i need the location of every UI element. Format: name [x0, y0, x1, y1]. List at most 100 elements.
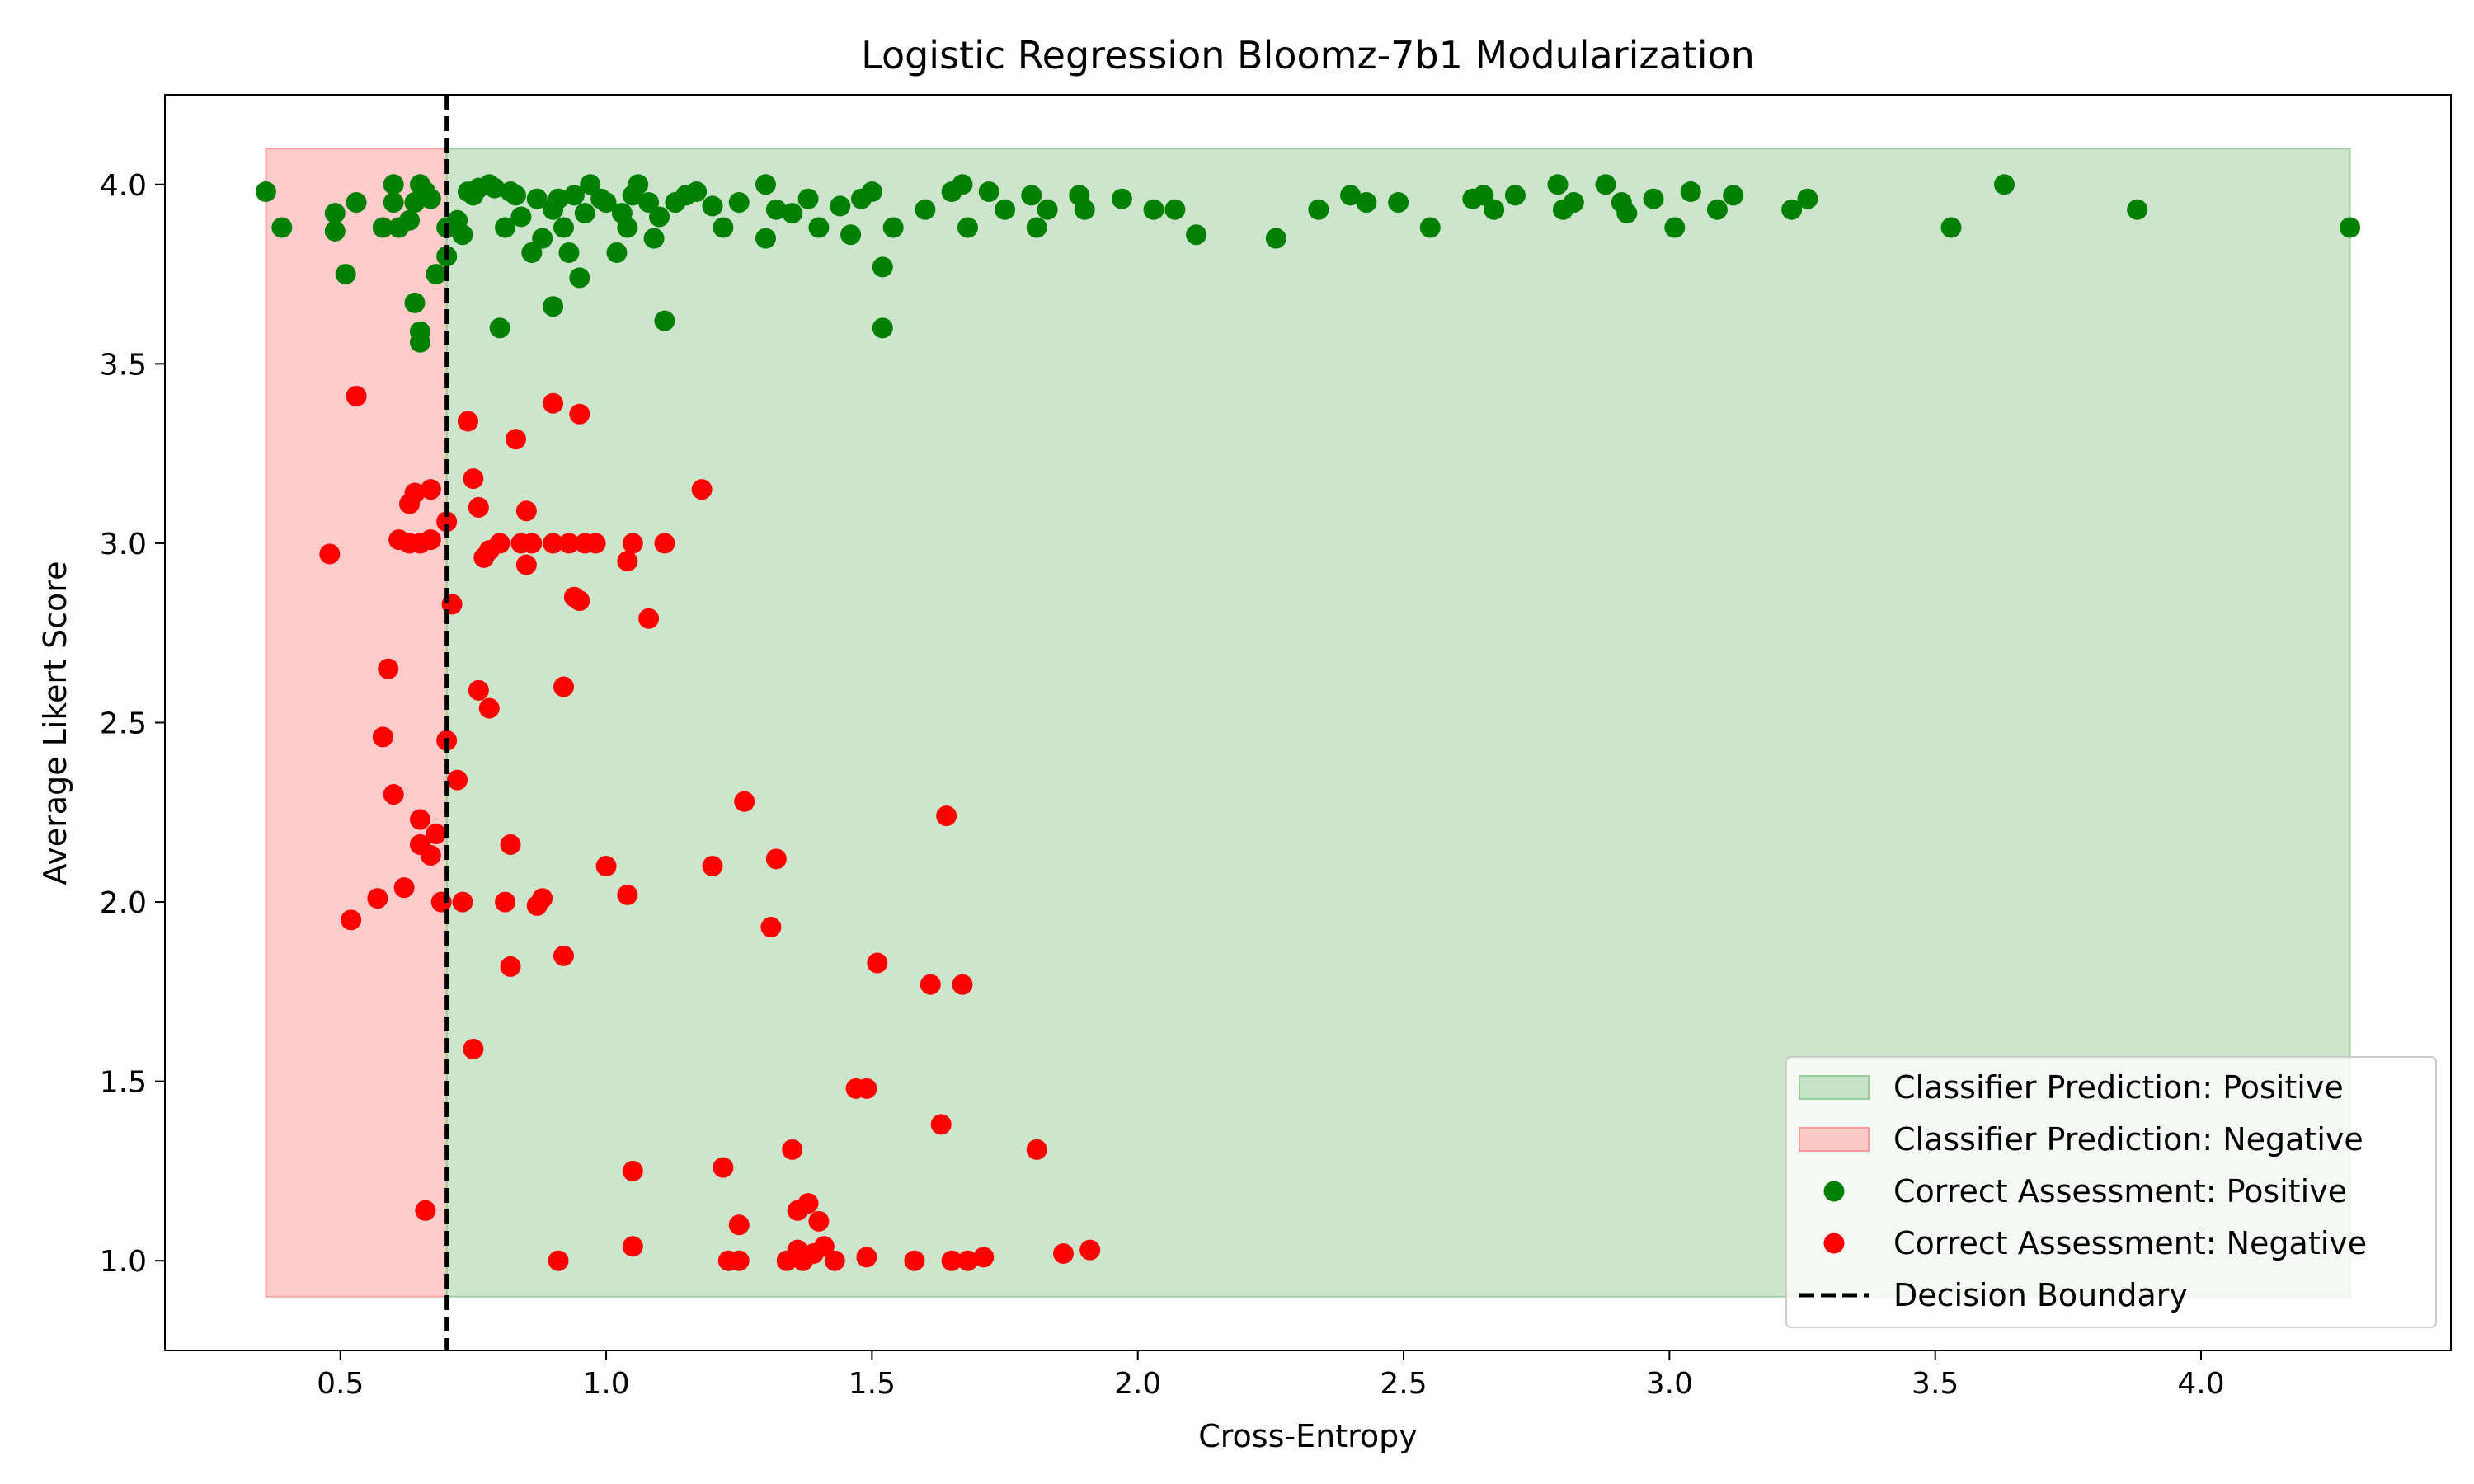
point-positive	[1643, 188, 1664, 209]
point-positive	[1723, 185, 1744, 206]
point-positive	[548, 188, 569, 209]
point-positive	[1664, 217, 1686, 238]
point-positive	[1356, 192, 1377, 214]
point-negative	[765, 848, 787, 870]
region-negative	[265, 148, 448, 1298]
point-positive	[255, 181, 276, 202]
point-negative	[691, 479, 713, 500]
point-negative	[569, 403, 590, 425]
point-negative	[515, 554, 537, 575]
point-negative	[936, 805, 957, 827]
point-positive	[1616, 203, 1638, 224]
legend-label: Classifier Prediction: Positive	[1893, 1069, 2344, 1106]
legend-marker	[1823, 1181, 1845, 1202]
point-negative	[478, 697, 500, 719]
legend-item: Correct Assessment: Negative	[1823, 1225, 2367, 1261]
point-negative	[426, 823, 447, 844]
point-negative	[622, 533, 643, 554]
point-positive	[957, 217, 978, 238]
point-positive	[1340, 185, 1362, 206]
legend: Classifier Prediction: Positive Classifie…	[1785, 1056, 2437, 1328]
point-negative	[867, 952, 888, 974]
point-positive	[526, 188, 548, 209]
point-negative	[782, 1139, 803, 1160]
point-negative	[383, 784, 404, 805]
point-positive	[324, 203, 346, 224]
legend-label: Correct Assessment: Positive	[1893, 1173, 2347, 1209]
point-negative	[813, 1236, 835, 1257]
legend-swatch	[1799, 1127, 1870, 1152]
point-negative	[341, 909, 362, 931]
point-positive	[1940, 217, 1962, 238]
point-negative	[532, 888, 553, 909]
point-positive	[1473, 185, 1494, 206]
point-negative	[856, 1078, 877, 1099]
point-positive	[1484, 199, 1505, 220]
point-negative	[415, 1200, 436, 1221]
point-positive	[1595, 174, 1616, 195]
point-positive	[1026, 217, 1047, 238]
point-positive	[404, 292, 426, 313]
point-positive	[1308, 199, 1329, 220]
point-positive	[1265, 228, 1286, 249]
point-positive	[1706, 199, 1728, 220]
point-negative	[734, 791, 755, 812]
point-negative	[404, 482, 426, 504]
point-negative	[420, 479, 441, 500]
point-positive	[628, 174, 649, 195]
x-axis-title: Cross-Entropy	[1198, 1418, 1418, 1454]
point-positive	[1797, 188, 1818, 209]
point-negative	[436, 511, 458, 533]
point-negative	[702, 856, 723, 877]
y-tick-label: 3.0	[100, 528, 147, 561]
point-positive	[510, 206, 532, 228]
legend-swatch	[1799, 1075, 1870, 1100]
point-positive	[324, 220, 346, 242]
point-positive	[574, 203, 595, 224]
point-negative	[1026, 1139, 1047, 1160]
point-negative	[452, 891, 473, 913]
point-positive	[1504, 185, 1526, 206]
point-positive	[1111, 188, 1132, 209]
y-tick-label: 1.5	[100, 1066, 147, 1100]
legend-label: Classifier Prediction: Negative	[1893, 1121, 2363, 1158]
point-positive	[335, 264, 356, 285]
point-positive	[915, 199, 936, 220]
point-negative	[489, 533, 510, 554]
point-negative	[553, 945, 574, 966]
point-positive	[830, 195, 851, 217]
point-positive	[346, 192, 367, 214]
point-negative	[420, 845, 441, 866]
point-positive	[580, 174, 601, 195]
point-positive	[495, 217, 516, 238]
point-positive	[558, 242, 580, 263]
point-negative	[1052, 1243, 1074, 1265]
point-positive	[978, 181, 999, 202]
point-positive	[840, 224, 862, 246]
point-negative	[569, 590, 590, 612]
point-positive	[484, 177, 506, 199]
point-negative	[463, 1038, 484, 1059]
point-positive	[372, 217, 393, 238]
point-negative	[463, 468, 484, 490]
point-positive	[861, 181, 882, 202]
point-positive	[638, 192, 660, 214]
point-negative	[617, 551, 638, 572]
point-negative	[409, 809, 430, 830]
point-negative	[558, 533, 580, 554]
point-negative	[654, 533, 675, 554]
x-tick-label: 2.0	[1114, 1367, 1161, 1401]
point-negative	[622, 1160, 643, 1181]
point-positive	[702, 195, 723, 217]
point-positive	[1074, 199, 1095, 220]
point-negative	[543, 533, 564, 554]
point-positive	[1680, 181, 1701, 202]
point-negative	[393, 877, 415, 899]
point-positive	[1993, 174, 2015, 195]
point-negative	[505, 429, 526, 450]
legend-item: Classifier Prediction: Positive	[1799, 1069, 2344, 1106]
point-positive	[686, 181, 708, 202]
y-tick-label: 2.5	[100, 707, 147, 741]
y-axis-ticks: 1.0 1.5 2.0 2.5 3.0 3.5 4.0	[100, 169, 165, 1279]
point-positive	[543, 296, 564, 317]
